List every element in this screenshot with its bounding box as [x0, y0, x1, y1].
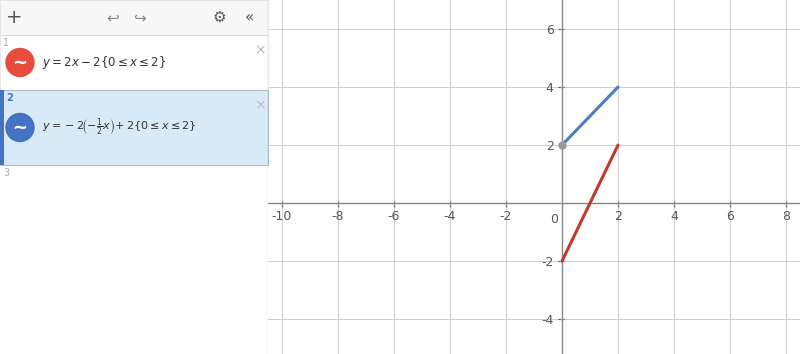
Text: ×: × — [254, 43, 266, 57]
Text: 3: 3 — [3, 168, 9, 178]
Bar — [0, 0, 268, 35]
Text: ×: × — [254, 98, 266, 112]
Text: +: + — [6, 8, 22, 27]
Text: ⚙: ⚙ — [213, 10, 226, 25]
Text: ↩: ↩ — [106, 10, 119, 25]
Text: $y = -2\!\left(-\frac{1}{2}x\right)\!+2\{0 \leq x \leq 2\}$: $y = -2\!\left(-\frac{1}{2}x\right)\!+2\… — [42, 117, 196, 138]
Bar — [0, 90, 4, 165]
Text: ~: ~ — [13, 53, 27, 72]
Circle shape — [6, 114, 34, 142]
Bar — [0, 90, 268, 165]
Text: 2: 2 — [6, 93, 13, 103]
Text: ↪: ↪ — [133, 10, 146, 25]
Circle shape — [6, 48, 34, 76]
Text: «: « — [245, 10, 254, 25]
Text: $y = 2x - 2\{0 \leq x \leq 2\}$: $y = 2x - 2\{0 \leq x \leq 2\}$ — [42, 54, 166, 71]
Text: ~: ~ — [13, 119, 27, 137]
Text: 1: 1 — [3, 38, 9, 48]
Bar — [0, 35, 268, 90]
Text: 0: 0 — [550, 213, 558, 226]
